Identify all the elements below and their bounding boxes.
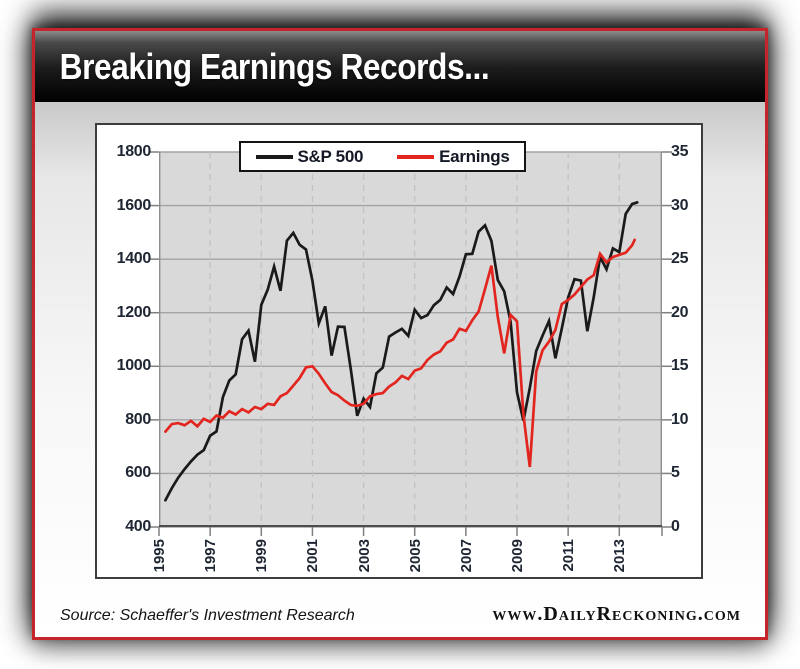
x-axis-label: 2003 — [356, 539, 373, 572]
y-axis-label-right: 25 — [671, 250, 689, 268]
y-axis-label-left: 1800 — [116, 143, 152, 160]
chart-card: Breaking Earnings Records... 1800 1600 140… — [32, 28, 768, 640]
x-axis-label-text: 2005 — [406, 539, 424, 573]
x-axis-label: 1995 — [151, 539, 168, 572]
legend-label-sp500: S&P 500 — [297, 146, 364, 166]
plot-area — [149, 151, 672, 536]
x-axis-label-text: 2007 — [457, 539, 475, 573]
x-axis-label-text: 2011 — [560, 539, 578, 572]
legend-item-sp500: S&P 500 — [255, 146, 364, 167]
x-axis-label: 2007 — [458, 539, 475, 572]
y-axis-label-right: 0 — [671, 518, 680, 535]
legend-label-earnings: Earnings — [439, 146, 510, 166]
sp500-line-swatch — [255, 154, 293, 159]
chart-legend: S&P 500 Earnings — [239, 141, 526, 172]
x-axis-label: 2011 — [560, 539, 577, 572]
x-axis-label: 2009 — [509, 539, 526, 572]
x-axis-label: 2001 — [304, 539, 321, 572]
y-axis-label-right: 30 — [671, 196, 689, 214]
page-title: Breaking Earnings Records... — [59, 45, 490, 87]
series-line-earnings — [164, 238, 636, 468]
x-axis-label: 2005 — [407, 539, 424, 572]
x-axis-label-text: 2003 — [355, 539, 373, 573]
chart-frame: 1800 1600 1400 1200 1000 800 600 400 35 30 25 20 15… — [95, 123, 703, 579]
y-axis-label-left: 1000 — [116, 357, 152, 375]
x-axis-label-text: 2013 — [611, 539, 629, 573]
legend-item-earnings: Earnings — [397, 146, 510, 167]
y-axis-label-left: 1200 — [116, 303, 152, 321]
y-axis-label-left: 800 — [125, 410, 151, 428]
x-axis-label-text: 2009 — [509, 539, 526, 573]
x-axis-label-text: 2001 — [304, 539, 322, 573]
x-axis-label: 2013 — [611, 539, 628, 572]
y-axis-label-right: 15 — [671, 357, 689, 375]
x-axis-label: 1997 — [202, 539, 219, 572]
x-axis-label-text: 1995 — [151, 539, 168, 573]
y-axis-label-right: 35 — [671, 143, 689, 160]
series-line-s-p-500 — [164, 201, 639, 502]
website-credit: www.DailyReckoning.com — [492, 603, 741, 625]
y-axis-label-left: 1600 — [116, 196, 152, 214]
y-axis-label-right: 20 — [671, 303, 689, 321]
x-axis-label-text: 1999 — [253, 539, 271, 573]
earnings-line-swatch — [397, 154, 435, 159]
card-body: 1800 1600 1400 1200 1000 800 600 400 35 30 25 20 15… — [35, 102, 765, 637]
plot-background — [159, 152, 662, 527]
chart-canvas — [149, 151, 672, 536]
source-credit: Source: Schaeffer's Investment Research — [60, 607, 355, 624]
title-bar: Breaking Earnings Records... — [35, 31, 765, 102]
y-axis-label-left: 600 — [125, 464, 151, 482]
y-axis-label-left: 1400 — [116, 250, 152, 268]
y-axis-label-left: 400 — [125, 518, 151, 535]
x-axis-label-text: 1997 — [202, 539, 220, 573]
y-axis-label-right: 10 — [671, 410, 689, 428]
x-axis-label: 1999 — [253, 539, 270, 572]
y-axis-label-right: 5 — [671, 464, 680, 482]
